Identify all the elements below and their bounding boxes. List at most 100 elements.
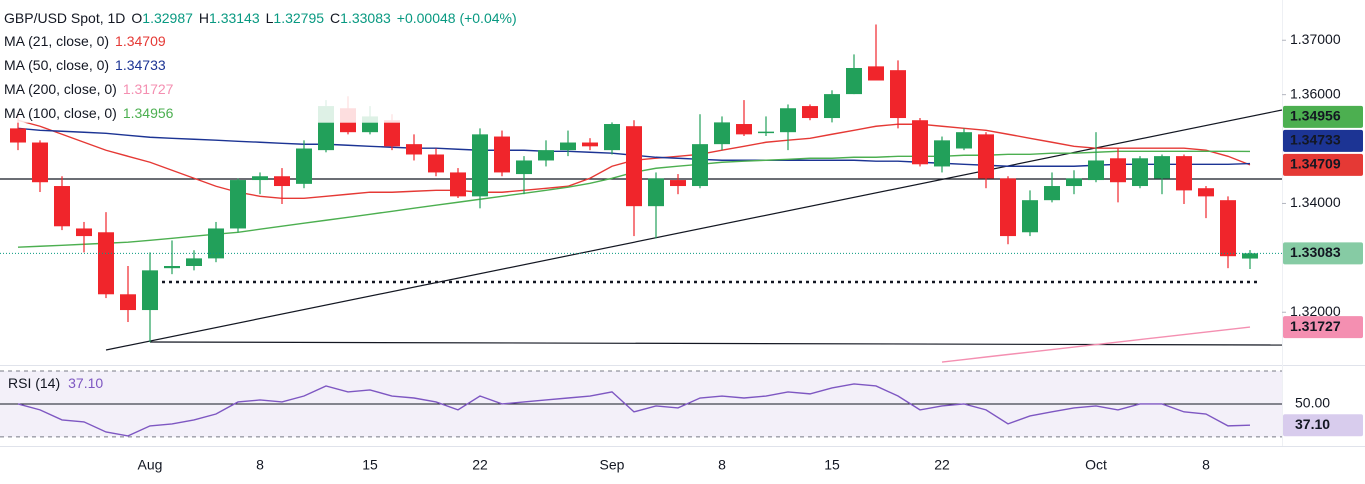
candle-body [76,228,92,237]
y-tick-label: 1.34000 [1290,194,1341,210]
rsi-legend: RSI (14) 37.10 [8,375,103,391]
candle-body [1088,160,1104,181]
price-label: 1.34709 [1290,156,1341,172]
x-tick-label: 8 [256,457,264,473]
candle-body [714,122,730,145]
x-tick-label: 8 [1202,457,1210,473]
candle-body [560,142,576,151]
x-tick-label: 22 [934,457,950,473]
candle-body [54,186,70,227]
candle-body [868,66,884,81]
candle-body [230,180,246,229]
candle-body [1022,200,1038,233]
legend-entry: MA (200, close, 0) 1.31727 [4,81,174,97]
price-plot [0,24,1283,363]
candle-body [274,176,290,187]
x-tick-label: Aug [138,457,163,473]
candle-body [516,160,532,175]
candle-body [934,140,950,167]
candle-body [1132,158,1148,187]
price-label-box [1283,316,1363,339]
candle-body [472,134,488,197]
legend-value: 1.34709 [115,33,166,49]
candle-body [670,180,686,187]
rsi-tick-label: 50.00 [1295,395,1330,411]
candle-body [208,228,224,259]
candle-body [582,142,598,147]
legend-value: 1.31727 [123,81,174,97]
legend-entry: MA (100, close, 0) 1.34956 [4,105,174,121]
price-label-box [1283,242,1363,265]
candle-body [120,294,136,311]
legend-name: MA (100, close, 0) [4,105,117,121]
change: +0.00048 (+0.04%) [397,10,517,26]
ohlc-label: C [330,10,340,26]
candle-body [1000,178,1016,237]
legend-name: MA (200, close, 0) [4,81,117,97]
y-tick-label: 1.32000 [1290,303,1341,319]
candle-body [384,120,400,147]
moving-average [941,326,1251,363]
legend: GBP/USD Spot, 1D O1.32987 H1.33143 L1.32795… [2,7,519,123]
candle-body [692,144,708,187]
candle-body [1198,188,1214,197]
candle-body [494,136,510,173]
candle-body [1242,253,1258,259]
rsi-panel [0,370,1282,438]
ohlc-value: 1.33143 [209,10,260,26]
ohlc-value: 1.33083 [340,10,391,26]
x-tick-label: Sep [600,457,625,473]
x-tick-label: 8 [718,457,726,473]
candle-body [626,126,642,207]
x-tick-label: 15 [824,457,840,473]
candle-body [142,270,158,311]
ohlc-value: 1.32987 [142,10,193,26]
candle-body [758,131,774,134]
candle-body [164,265,180,269]
legend-value: 1.34956 [123,105,174,121]
ohlc-label: O [131,10,142,26]
candle-body [406,144,422,155]
candle-body [1154,156,1170,179]
candle-body [780,108,796,133]
rsi-label-box [1283,414,1363,437]
candle-body [1110,158,1126,183]
candle-body [98,232,114,295]
price-label-box [1283,105,1363,128]
rsi-value: 37.10 [68,375,103,391]
candle-body [1044,186,1060,201]
legend-name: MA (50, close, 0) [4,57,109,73]
legend-background [2,7,519,123]
price-label: 1.34733 [1290,132,1341,148]
candle-body [890,70,906,119]
price-label: 1.34956 [1290,108,1341,124]
legend-name: MA (21, close, 0) [4,33,109,49]
ohlc-value: 1.32795 [273,10,324,26]
x-tick-label: 22 [472,457,488,473]
drawn-trendline [105,109,1283,351]
candle-body [604,124,620,151]
candle-body [538,150,554,161]
candle-body [648,178,664,207]
legend-entry: MA (21, close, 0) 1.34709 [4,33,166,49]
candle-body [10,128,26,143]
candle-body [824,94,840,119]
candle-body [252,176,268,181]
header: GBP/USD Spot, 1D O1.32987 H1.33143 L1.32795… [4,10,517,26]
candle-body [956,132,972,149]
candle-body [846,67,862,95]
x-tick-label: 15 [362,457,378,473]
y-tick-label: 1.36000 [1290,85,1341,101]
rsi-name: RSI (14) [8,375,60,391]
price-label: 1.33083 [1290,244,1341,260]
x-tick-label: Oct [1085,457,1107,473]
candle-body [978,134,994,179]
y-tick-label: 1.37000 [1290,31,1341,47]
candle-body [736,124,752,135]
candle-body [450,172,466,197]
candle-body [1066,178,1082,187]
legend-value: 1.34733 [115,57,166,73]
candle-body [802,106,818,119]
ohlc-label: L [266,10,274,26]
